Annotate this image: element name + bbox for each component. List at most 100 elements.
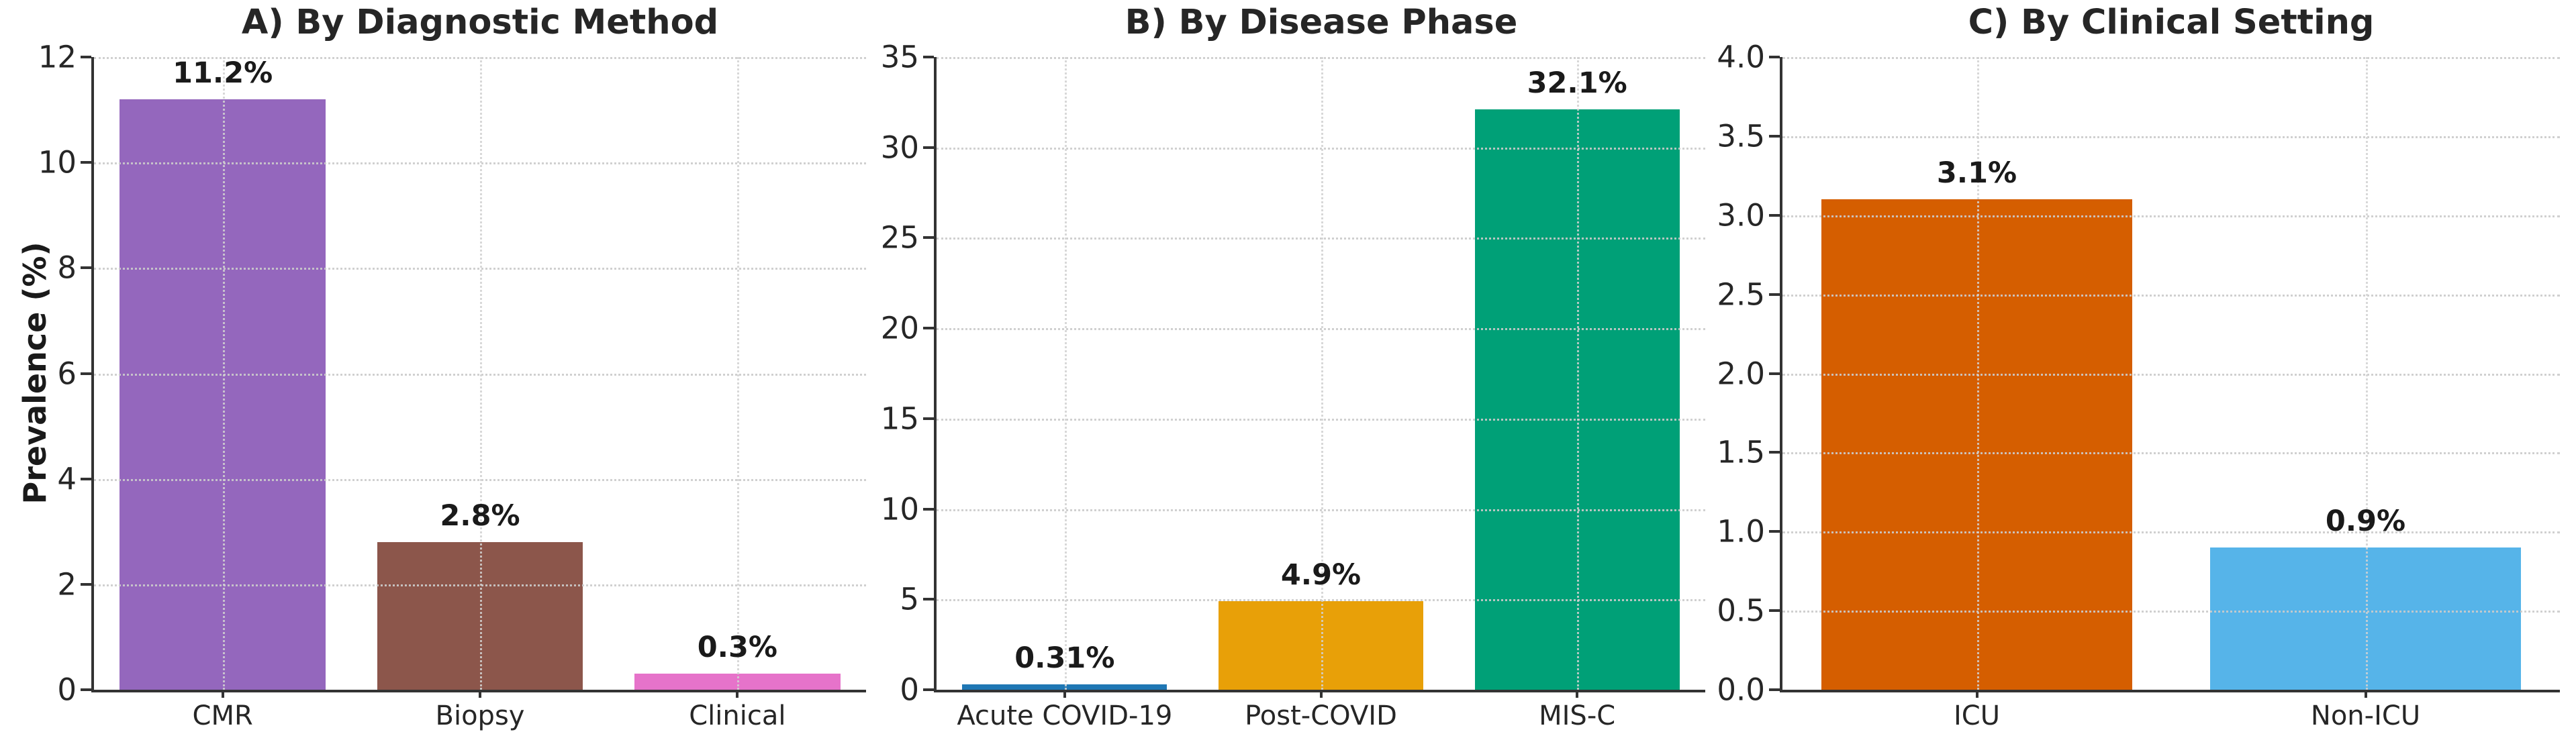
y-tick-mark [1769,56,1780,58]
x-tick-mark [736,690,739,698]
y-tick-label: 0.0 [1717,672,1765,708]
y-gridline [1782,294,2560,297]
y-tick-label: 1.0 [1717,513,1765,550]
y-tick-label: 2.5 [1717,276,1765,313]
x-tick-mark [1063,690,1066,698]
y-tick-mark [1769,530,1780,533]
y-tick-label: 10 [880,491,919,527]
x-gridline [222,57,225,690]
x-tick-mark [1319,690,1323,698]
y-tick-mark [1769,293,1780,296]
y-tick-mark [1769,609,1780,613]
x-tick-mark [1975,690,1978,698]
y-tick-mark [81,161,91,164]
panel-a-title: A) By Diagnostic Method [241,3,719,42]
y-tick-mark [923,236,934,240]
y-tick-mark [1769,451,1780,454]
y-tick-label: 3.0 [1717,197,1765,233]
bar-post-covid [1218,600,1424,690]
bar-value-label-acute-covid-19: 0.31% [1014,641,1115,675]
y-axis-label: Prevalence (%) [17,242,53,505]
panel-c-title: C) By Clinical Setting [1968,3,2375,42]
y-tick-mark [923,146,934,149]
y-gridline [1782,611,2560,613]
y-tick-label: 4.0 [1717,39,1765,75]
y-tick-mark [1769,372,1780,375]
y-axis-spine [1780,57,1782,692]
y-tick-label: 35 [880,39,919,75]
x-category-label-post-covid: Post-COVID [1245,700,1397,731]
y-gridline [1782,215,2560,217]
y-gridline [1782,373,2560,376]
y-tick-label: 30 [880,129,919,166]
x-category-label-acute-covid-19: Acute COVID-19 [957,700,1173,731]
x-axis-spine [1780,690,2560,692]
bar-value-label-mis-c: 32.1% [1527,66,1627,101]
y-gridline [1782,136,2560,138]
bar-value-label-post-covid: 4.9% [1280,558,1362,592]
panel-b-plot-area: 0 5 10 15 20 25 30 35 0.31% Acute COVID-19 4.9% Pos… [881,40,1705,731]
bar-biopsy [377,541,583,690]
y-tick-mark [923,598,934,601]
y-axis-spine [91,57,94,692]
y-tick-label: 25 [880,219,919,256]
y-tick-label: 2.0 [1717,356,1765,391]
y-tick-label: 10 [38,144,77,180]
bar-value-label-clinical: 0.3% [697,631,777,665]
bar-icu [1821,199,2133,690]
y-gridline [1782,531,2560,534]
y-tick-label: 0 [900,672,919,708]
x-category-label-cmr: CMR [192,700,253,731]
x-tick-mark [2364,690,2367,698]
y-tick-mark [81,266,91,270]
bar-value-label-biopsy: 2.8% [440,499,520,533]
y-tick-label: 20 [880,310,919,346]
y-tick-label: 12 [38,39,77,75]
x-tick-mark [221,690,224,698]
y-tick-mark [81,56,91,58]
y-tick-label: 3.5 [1717,118,1765,154]
bar-value-label-cmr: 11.2% [173,56,273,90]
x-category-label-biopsy: Biopsy [435,700,525,731]
panel-b-title: B) By Disease Phase [1125,3,1518,42]
x-gridline [480,57,482,690]
x-category-label-mis-c: MIS-C [1539,700,1616,731]
y-tick-mark [1769,134,1780,138]
y-tick-mark [81,582,91,586]
x-gridline [1321,57,1323,690]
y-tick-label: 4 [57,461,77,497]
y-tick-mark [81,477,91,480]
x-tick-mark [479,690,481,698]
y-gridline [1782,57,2560,59]
x-gridline [2365,57,2368,690]
panel-c-plot-area: 0.0 0.5 1.0 1.5 2.0 2.5 3.0 3.5 4.0 3.1% ICU 0.9% No… [1717,40,2560,731]
y-tick-mark [1769,688,1780,691]
y-tick-mark [923,417,934,420]
y-tick-label: 8 [57,250,77,286]
y-tick-label: 5 [900,581,919,617]
x-gridline [1976,57,1979,690]
y-axis-spine [934,57,937,692]
y-gridline [1782,452,2560,455]
x-gridline [1064,57,1067,690]
panel-a-plot-area: 0 2 4 6 8 10 12 11.2% CMR 2.8% Biopsy 0.3% Clinical [38,40,866,731]
y-tick-mark [923,507,934,511]
x-category-label-non-icu: Non-ICU [2310,700,2421,731]
y-tick-label: 6 [57,356,77,391]
y-tick-mark [1769,213,1780,217]
y-tick-label: 2 [57,566,77,603]
y-tick-label: 1.5 [1717,434,1765,470]
x-gridline [737,57,740,690]
y-tick-mark [923,56,934,58]
x-gridline [1577,57,1580,690]
y-tick-mark [81,372,91,375]
bar-non-icu [2209,547,2522,690]
y-tick-label: 0 [57,672,77,708]
bar-acute-covid-19 [962,684,1167,690]
x-category-label-icu: ICU [1953,700,2001,731]
y-tick-mark [923,327,934,330]
bar-value-label-non-icu: 0.9% [2325,504,2406,538]
y-tick-mark [923,688,934,691]
x-category-label-clinical: Clinical [689,700,786,731]
y-tick-mark [81,688,91,691]
